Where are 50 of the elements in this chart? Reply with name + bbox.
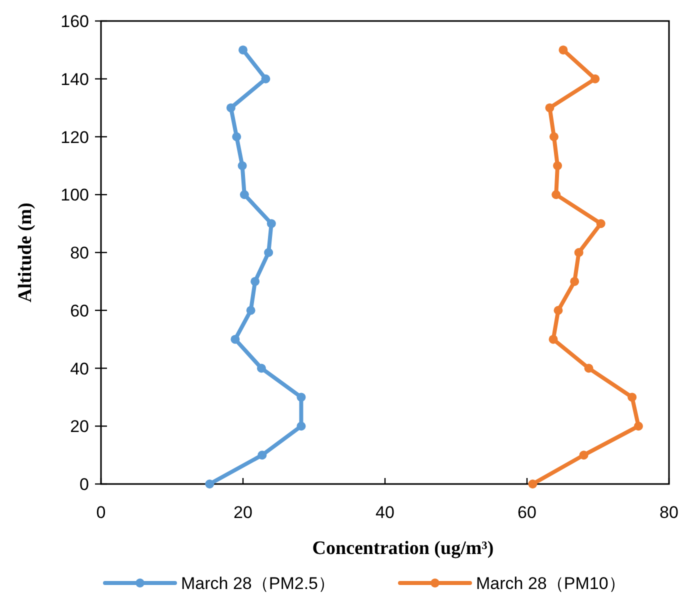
point [238,161,247,170]
point [246,306,256,315]
x-tick-label: 60 [518,503,536,522]
point [579,450,588,460]
point [232,132,242,142]
point [590,74,600,84]
point [226,103,236,112]
point [240,190,249,200]
y-tick-label: 160 [60,12,89,31]
y-tick-label: 40 [70,359,89,378]
x-tick-label: 40 [376,503,394,522]
point [558,45,568,54]
point [250,276,260,286]
y-tick-label: 100 [60,186,89,205]
point [584,364,594,373]
point [552,190,561,200]
point [574,248,584,257]
y-axis-title: Altitude (m) [15,202,36,302]
legend-label: March 28（PM10） [476,574,626,593]
y-tick-label: 140 [60,70,89,89]
x-tick-label: 0 [96,503,106,522]
x-tick-label: 20 [234,503,252,522]
point [230,334,240,344]
x-axis-title: Concentration (ug/m³) [312,538,494,559]
legend-label: March 28（PM2.5） [181,574,335,593]
point [264,248,274,257]
y-tick-label: 0 [80,475,89,494]
point [553,161,562,170]
y-tick-label: 120 [60,128,89,147]
y-tick-label: 60 [70,301,89,320]
point [545,103,554,112]
point [296,392,306,402]
y-tick-label: 80 [70,244,89,262]
point [554,306,563,315]
point [256,364,266,373]
y-tick-label: 20 [70,417,89,436]
point [634,422,643,431]
point [238,45,248,54]
point [628,392,637,402]
point [258,450,267,460]
x-tick-label: 80 [660,503,678,522]
point [205,480,214,488]
point [549,132,558,142]
point [261,74,270,84]
point [596,219,606,228]
point [570,276,580,286]
point [296,422,306,431]
point [528,480,538,488]
point [548,334,558,344]
point [266,219,276,228]
